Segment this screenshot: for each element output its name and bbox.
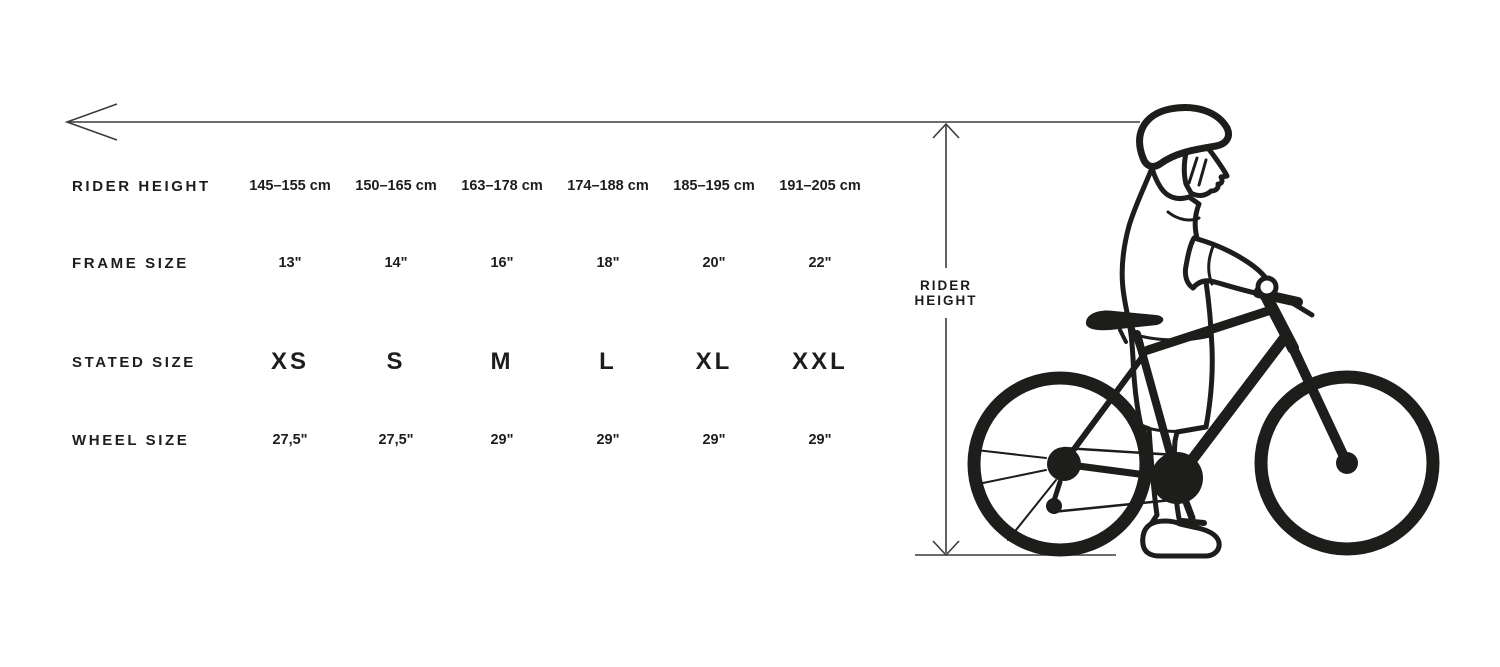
rider-height-value: 174–188 cm	[567, 178, 649, 194]
wheel-size-value: 29"	[490, 432, 514, 448]
table-row-rider-height: RIDER HEIGHT 145–155 cm 150–165 cm 163–1…	[0, 173, 960, 199]
cassette	[1047, 447, 1081, 481]
wheel-size-value: 29"	[702, 432, 726, 448]
helmet	[1136, 104, 1232, 170]
row-label-rider-height: RIDER HEIGHT	[72, 177, 211, 195]
top-tube	[1143, 304, 1279, 355]
hand	[1255, 275, 1279, 299]
rider-height-arrow-label: RIDER HEIGHT	[886, 278, 1006, 308]
rider-height-value: 191–205 cm	[779, 178, 861, 194]
rider-graphic	[1119, 104, 1273, 559]
table-row-stated-size: STATED SIZE XS S M L XL XXL	[0, 346, 960, 378]
wheel-size-value: 29"	[808, 432, 832, 448]
frame-size-value: 13"	[278, 255, 302, 271]
rider-height-value: 185–195 cm	[673, 178, 755, 194]
frame-size-value: 20"	[702, 255, 726, 271]
brake-lever	[1291, 301, 1315, 318]
frame-size-value: 14"	[384, 255, 408, 271]
wheel-size-value: 29"	[596, 432, 620, 448]
crank-arm	[1173, 474, 1196, 522]
stated-size-value: XL	[695, 348, 733, 375]
front-wheel	[1254, 370, 1440, 556]
head-tube	[1260, 290, 1299, 354]
arrow-label-line2: HEIGHT	[914, 293, 978, 308]
seatstay	[1060, 349, 1149, 467]
frame-size-value: 22"	[808, 255, 832, 271]
saddle	[1085, 310, 1164, 331]
pedal	[1179, 518, 1207, 526]
stated-size-value: L	[599, 348, 617, 375]
table-row-wheel-size: WHEEL SIZE 27,5" 27,5" 29" 29" 29" 29"	[0, 427, 960, 453]
fork	[1288, 343, 1351, 466]
wheel-size-value: 27,5"	[378, 432, 414, 448]
row-label-wheel-size: WHEEL SIZE	[72, 431, 190, 449]
rider-height-value: 150–165 cm	[355, 178, 437, 194]
rider-height-value: 145–155 cm	[249, 178, 331, 194]
row-label-stated-size: STATED SIZE	[72, 353, 196, 371]
stated-size-value: M	[490, 348, 514, 375]
horizontal-arrow	[64, 103, 1140, 141]
frame-size-value: 16"	[490, 255, 514, 271]
stated-size-value: XXL	[792, 348, 848, 375]
rider-foreground	[1140, 275, 1279, 559]
frame-size-value: 18"	[596, 255, 620, 271]
stated-size-value: XS	[270, 348, 309, 375]
rear-wheel	[967, 371, 1153, 557]
row-label-frame-size: FRAME SIZE	[72, 254, 189, 272]
table-row-frame-size: FRAME SIZE 13" 14" 16" 18" 20" 22"	[0, 250, 960, 276]
front-hub	[1336, 452, 1358, 474]
arrow-label-line1: RIDER	[919, 278, 972, 293]
shoe	[1140, 518, 1222, 559]
rider-height-value: 163–178 cm	[461, 178, 543, 194]
stated-size-value: S	[386, 348, 406, 375]
wheel-size-value: 27,5"	[272, 432, 308, 448]
down-tube	[1173, 330, 1292, 483]
